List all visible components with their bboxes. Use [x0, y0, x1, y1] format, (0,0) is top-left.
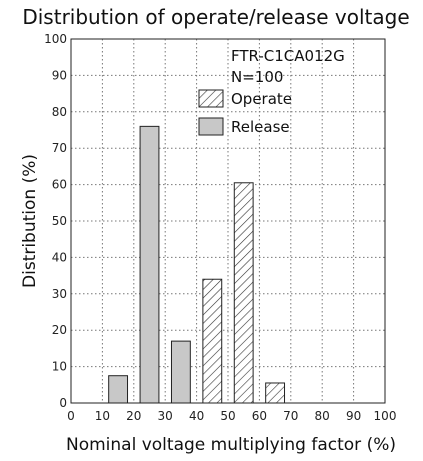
x-tick-label-70: 70 — [283, 409, 298, 423]
bar-operate-55 — [233, 182, 254, 404]
plot-frame — [70, 38, 386, 404]
x-tick-label-100: 100 — [374, 409, 397, 423]
x-tick-label-30: 30 — [158, 409, 173, 423]
bar-operate-65 — [265, 382, 286, 404]
legend-swatch-release — [198, 117, 224, 136]
y-tick-label-50: 50 — [52, 214, 67, 228]
bar-operate-45 — [202, 278, 223, 404]
x-axis-label: Nominal voltage multiplying factor (%) — [66, 435, 396, 455]
y-tick-label-0: 0 — [59, 396, 67, 410]
bar-release-15 — [108, 375, 129, 404]
bars — [108, 125, 286, 404]
y-tick-label-10: 10 — [52, 360, 67, 374]
legend-swatch-operate — [198, 89, 224, 108]
y-tick-label-40: 40 — [52, 250, 67, 264]
y-tick-label-60: 60 — [52, 178, 67, 192]
annotation-sample-size: N=100 — [231, 68, 283, 86]
x-tick-label-60: 60 — [252, 409, 267, 423]
bar-release-35 — [170, 340, 191, 404]
y-axis-label: Distribution (%) — [20, 154, 40, 288]
y-tick-label-20: 20 — [52, 323, 67, 337]
x-tick-label-0: 0 — [67, 409, 75, 423]
y-tick-label-30: 30 — [52, 287, 67, 301]
y-tick-label-70: 70 — [52, 141, 67, 155]
legend: Operate Release — [198, 89, 292, 136]
grid — [71, 39, 385, 403]
tick-labels: 0 10 20 30 40 50 60 70 80 90 100 0 10 20 30 40 50 60 70 80 9… — [44, 32, 396, 423]
x-tick-label-40: 40 — [189, 409, 204, 423]
y-tick-label-80: 80 — [52, 105, 67, 119]
bar-release-25 — [139, 125, 160, 404]
x-tick-label-80: 80 — [315, 409, 330, 423]
chart-title: Distribution of operate/release voltage — [22, 5, 409, 29]
legend-label-release: Release — [231, 118, 290, 136]
legend-label-operate: Operate — [231, 90, 292, 108]
x-tick-label-20: 20 — [126, 409, 141, 423]
annotation-model: FTR-C1CA012G — [231, 47, 345, 65]
y-tick-label-100: 100 — [44, 32, 67, 46]
x-tick-label-10: 10 — [95, 409, 110, 423]
x-tick-label-50: 50 — [220, 409, 235, 423]
y-tick-label-90: 90 — [52, 68, 67, 82]
x-tick-label-90: 90 — [346, 409, 361, 423]
